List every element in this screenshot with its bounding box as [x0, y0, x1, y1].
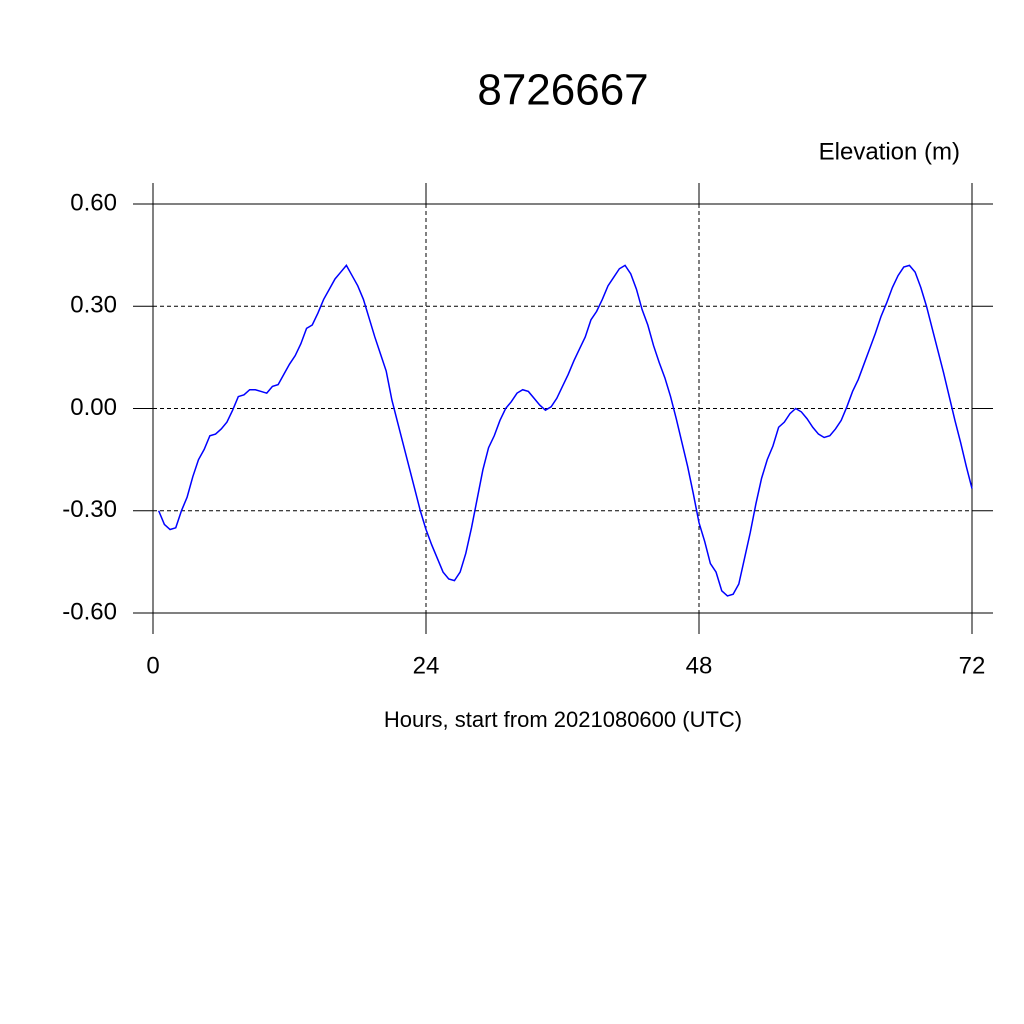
x-tick-label: 72 [959, 652, 986, 679]
x-tick-label: 0 [146, 652, 159, 679]
y-tick-label: 0.30 [70, 292, 117, 319]
y-tick-label: 0.00 [70, 394, 117, 421]
data-line [157, 264, 973, 597]
x-axis-label: Hours, start from 2021080600 (UTC) [384, 707, 742, 732]
y-tick-label: -0.60 [62, 598, 117, 625]
y-tick-label: 0.60 [70, 189, 117, 216]
y-tick-label: -0.30 [62, 496, 117, 523]
x-tick-label: 48 [686, 652, 713, 679]
chart-title: 8726667 [477, 66, 648, 115]
x-tick-label: 24 [413, 652, 440, 679]
chart-subtitle: Elevation (m) [819, 138, 960, 165]
